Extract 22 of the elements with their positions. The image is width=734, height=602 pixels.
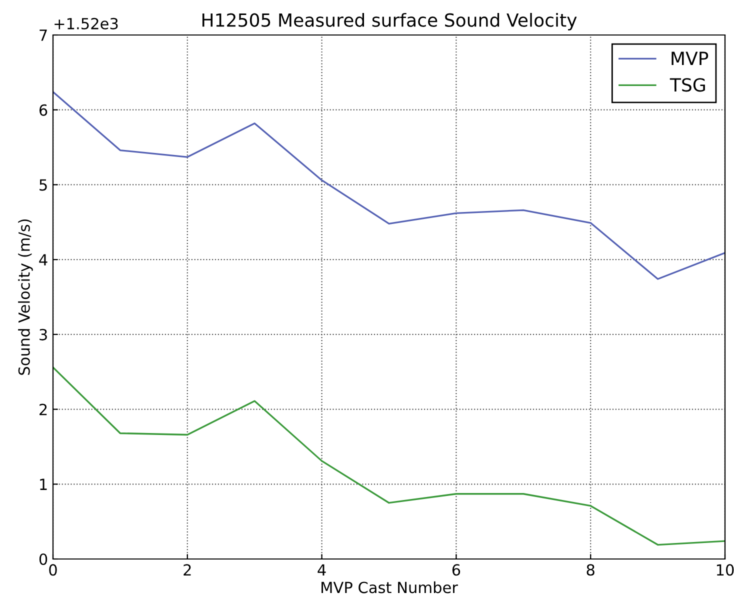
y-tick-label: 2 [40, 404, 47, 416]
x-tick-label: 2 [184, 564, 191, 576]
y-tick-label: 5 [40, 179, 47, 191]
y-tick-label: 3 [40, 328, 47, 340]
y-tick-label: 0 [39, 553, 48, 566]
x-axis-title: MVP Cast Number [322, 581, 458, 594]
legend-label: MVP [672, 52, 708, 65]
text: +1.52e3 [54, 18, 118, 30]
y-tick-label: 7 [40, 30, 47, 41]
x-tick-label: 6 [452, 564, 460, 576]
x-tick-label: 8 [586, 564, 594, 576]
chart-title: H12505 Measured surface Sound Velocity [202, 12, 577, 30]
line-series [53, 366, 725, 546]
x-tick-label: 10 [716, 564, 734, 576]
line-series [53, 91, 725, 280]
y-tick-label: 1 [40, 478, 47, 490]
x-tick-label: 0 [49, 564, 57, 576]
y-tick-label: 6 [39, 104, 48, 116]
y-axis-title: Sound Velocity (m/s) [18, 219, 33, 375]
legend-label: TSG [670, 78, 705, 92]
x-tick-label: 4 [318, 564, 326, 576]
y-tick-label: 4 [39, 254, 48, 266]
